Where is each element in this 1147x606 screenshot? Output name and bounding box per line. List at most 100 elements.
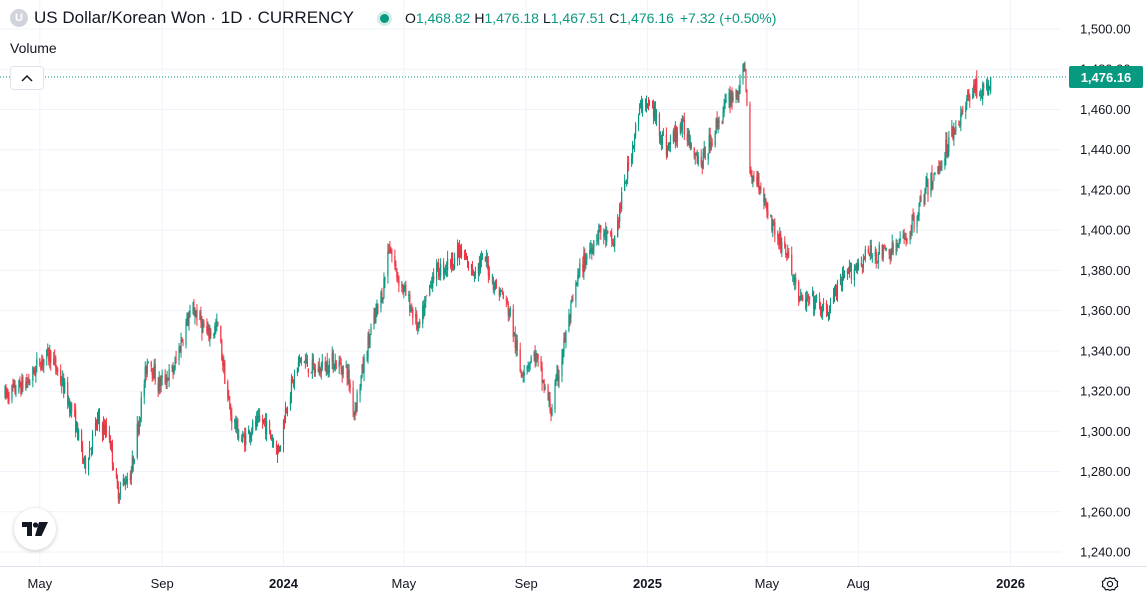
candle-body <box>300 357 302 362</box>
time-axis[interactable]: May Sep 2024 May Sep 2025 May Aug 2026 <box>0 566 1147 592</box>
market-status-icon[interactable] <box>379 13 389 23</box>
candle-body <box>257 415 259 419</box>
volume-label[interactable]: Volume <box>10 40 57 56</box>
candle-body <box>423 304 425 317</box>
candle-body <box>298 357 301 363</box>
candle-body <box>418 322 420 325</box>
candle-body <box>875 252 877 261</box>
candle-body <box>136 423 138 458</box>
candle-body <box>443 262 445 274</box>
settings-button[interactable] <box>1098 572 1122 596</box>
symbol-title[interactable]: US Dollar/Korean Won · 1D · CURRENCY <box>34 8 354 27</box>
candle-body <box>729 92 731 106</box>
candle-body <box>341 367 343 376</box>
candle-body <box>349 384 351 389</box>
candle-body <box>835 291 838 294</box>
candle-body <box>318 365 320 375</box>
candle-body <box>718 121 720 123</box>
candle-body <box>312 358 314 366</box>
candle-body <box>397 278 399 280</box>
candle-body <box>825 302 828 310</box>
candle-body <box>590 247 592 252</box>
candle-body <box>161 375 163 378</box>
candle-body <box>285 410 288 412</box>
candle-body <box>916 221 918 227</box>
candle-body <box>465 258 468 260</box>
candle-body <box>626 179 628 182</box>
candle-body <box>767 210 769 217</box>
candle-body <box>512 309 514 337</box>
candle-body <box>436 264 438 280</box>
candle-body <box>224 361 226 384</box>
candle-body <box>82 458 85 463</box>
candle-body <box>918 204 920 217</box>
candle-body <box>28 379 30 383</box>
candle-body <box>501 292 503 294</box>
candle-body <box>451 252 454 268</box>
candle-body <box>296 367 299 374</box>
candle-body <box>223 363 225 368</box>
candle-body <box>640 103 643 110</box>
candle-body <box>800 295 802 300</box>
tradingview-logo[interactable] <box>14 508 56 550</box>
candle-body <box>653 107 656 117</box>
candle-body <box>536 353 538 357</box>
candle-body <box>158 377 160 392</box>
candle-body <box>724 100 726 104</box>
candle-body <box>115 469 117 478</box>
candle-body <box>90 448 93 450</box>
candle-body <box>583 253 585 273</box>
candle-body <box>151 368 153 376</box>
candle-body <box>368 336 370 343</box>
candle-body <box>116 475 118 489</box>
symbol-icon[interactable]: U <box>10 9 28 27</box>
candle-body <box>137 424 139 433</box>
candle-body <box>196 310 198 321</box>
candle-body <box>111 442 114 464</box>
candle-body <box>276 446 279 456</box>
candle-body <box>986 82 988 89</box>
y-tick-label: 1,340.00 <box>1080 343 1131 358</box>
candle-body <box>575 282 577 301</box>
collapse-button[interactable] <box>10 66 44 90</box>
candle-body <box>259 415 261 421</box>
candle-body <box>847 272 850 274</box>
candle-body <box>889 255 891 260</box>
candle-body <box>681 119 683 131</box>
candle-body <box>794 276 796 283</box>
candle-body <box>299 357 301 360</box>
candle-body <box>519 349 521 372</box>
candle-body <box>328 361 330 374</box>
candle-body <box>119 486 121 494</box>
candle-body <box>952 127 954 138</box>
candle-body <box>651 106 654 108</box>
price-axis[interactable]: 1,500.001,480.001,460.001,440.001,420.00… <box>1080 22 1131 560</box>
candle-body <box>321 360 323 368</box>
candle-body <box>474 271 477 275</box>
candle-body <box>353 412 355 414</box>
candle-body <box>118 495 120 498</box>
candle-body <box>694 157 696 159</box>
candle-body <box>444 270 446 273</box>
candle-body <box>286 407 289 413</box>
candle-body <box>891 242 893 253</box>
candle-body <box>381 293 383 303</box>
candle-body <box>272 442 275 444</box>
candle-body <box>277 444 280 451</box>
candle-body <box>641 104 644 110</box>
candle-body <box>785 249 787 255</box>
candle-body <box>834 290 837 292</box>
candle-body <box>102 423 105 434</box>
candle-body <box>112 465 115 471</box>
candle-body <box>707 153 709 160</box>
candle-body <box>948 136 950 153</box>
candle-body <box>520 372 522 374</box>
candle-body <box>910 230 912 233</box>
candle-body <box>903 234 905 239</box>
candle-body <box>958 124 960 126</box>
candle-body <box>695 153 697 156</box>
candle-body <box>990 76 992 92</box>
candle-body <box>959 125 961 127</box>
high-value: 1,476.18 <box>484 10 539 26</box>
